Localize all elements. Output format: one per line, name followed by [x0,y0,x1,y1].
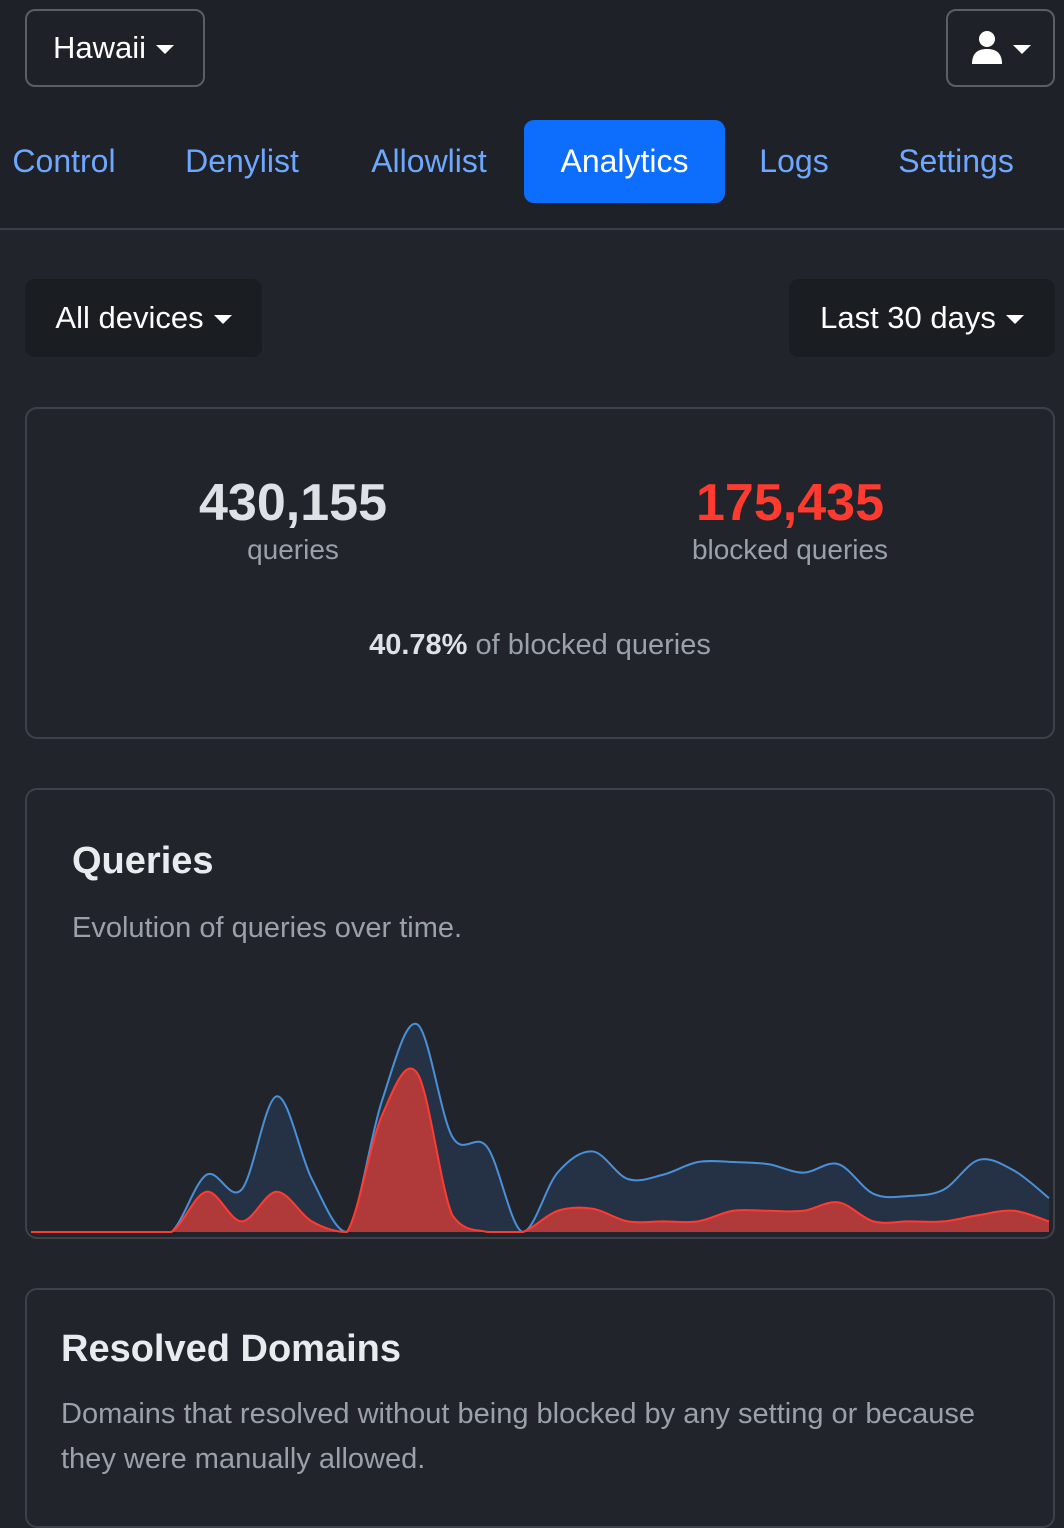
tab-settings[interactable]: Settings [898,143,1014,179]
queries-chart [31,1022,1050,1234]
profile-name: Hawaii [53,30,147,65]
period-filter-label: Last 30 days [820,300,996,335]
queries-label: queries [247,534,339,565]
device-filter-dropdown[interactable]: All devices [25,279,262,357]
queries-stat: 430,155 queries [93,473,493,567]
chevron-down-icon [156,45,175,54]
resolved-domains-description: Domains that resolved without being bloc… [61,1398,976,1475]
blocked-queries-line [31,1067,1050,1234]
resolved-domains-card: Resolved Domains Domains that resolved w… [25,1288,1055,1528]
queries-chart-card: Queries Evolution of queries over time. [25,788,1055,1239]
summary-card: 430,155 queries 175,435 blocked queries … [25,407,1055,739]
device-filter-label: All devices [55,300,204,335]
profile-selector[interactable]: Hawaii [25,9,205,87]
period-filter-dropdown[interactable]: Last 30 days [789,279,1055,357]
tab-logs[interactable]: Logs [759,143,829,179]
blocked-label: blocked queries [691,534,889,565]
main-nav: Control Denylist Allowlist Analytics Log… [0,120,1064,204]
blocked-ratio-label: of blocked queries [467,629,711,661]
top-bar: Hawaii Control Denylist Allowlist Analyt… [0,0,1064,230]
tab-control[interactable]: Control [12,143,116,179]
account-menu-button[interactable] [946,9,1055,87]
tab-analytics[interactable]: Analytics [524,120,725,203]
queries-card-description: Evolution of queries over time. [72,912,463,944]
tab-denylist[interactable]: Denylist [185,143,299,179]
total-queries-line [31,1022,1050,1234]
blocked-ratio-value: 40.78% [369,629,468,661]
blocked-count: 175,435 [696,474,884,532]
blocked-stat: 175,435 blocked queries [590,473,990,567]
queries-card-title: Queries [72,840,214,882]
user-icon [971,31,1002,64]
tab-allowlist[interactable]: Allowlist [371,143,487,179]
resolved-domains-title: Resolved Domains [61,1328,401,1370]
chevron-down-icon [213,315,232,324]
blocked-ratio: 40.78% of blocked queries [27,629,1053,662]
total-queries-area [31,1023,1049,1232]
chevron-down-icon [1005,315,1024,324]
chevron-down-icon [1012,45,1031,54]
queries-count: 430,155 [199,474,387,532]
